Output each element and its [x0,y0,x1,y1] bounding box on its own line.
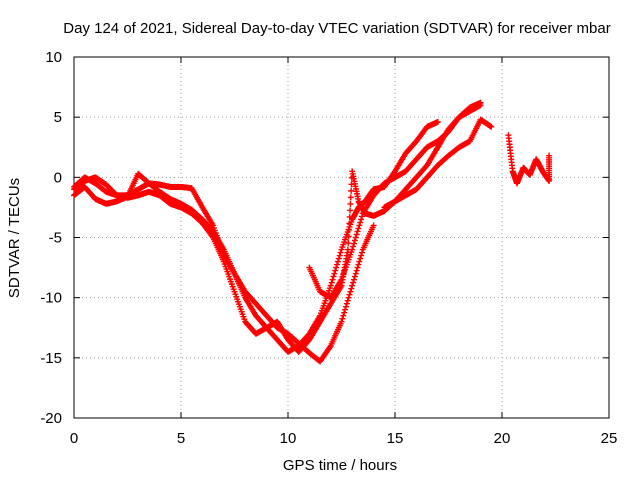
data-point [348,187,355,194]
y-tick-label: -15 [40,350,62,367]
data-points [71,99,553,365]
data-point [339,315,346,322]
data-point [349,282,356,289]
data-point [328,279,335,286]
data-point [345,294,352,301]
series-day-4 [306,102,484,301]
data-point [347,200,354,207]
data-point [343,300,350,307]
x-tick-label: 10 [280,430,297,447]
x-tick-label: 0 [70,430,78,447]
axes: 0 5 10 15 20 25 -20 -15 -10 -5 0 5 10 [40,49,617,447]
data-point [347,207,354,214]
data-point [477,102,484,109]
data-point [334,258,341,265]
x-tick-label: 15 [387,430,404,447]
series-day-3 [71,174,377,365]
data-point [359,249,366,256]
data-point [336,252,343,259]
data-point [357,255,364,262]
x-tick-label: 25 [601,430,618,447]
data-point [330,273,337,280]
data-point [347,194,354,201]
y-tick-label: 5 [54,109,62,126]
x-tick-label: 5 [177,430,185,447]
data-point [351,273,358,280]
data-point [353,231,360,238]
y-tick-label: -5 [49,230,62,247]
data-point [342,303,349,310]
y-tick-label: -20 [40,410,62,427]
series-day-5 [381,116,495,211]
chart-title: Day 124 of 2021, Sidereal Day-to-day VTE… [63,20,610,37]
y-axis-label: SDTVAR / TECUs [6,178,23,298]
data-point [488,123,495,130]
series-day-6 [505,132,553,187]
x-tick-label: 20 [494,430,511,447]
y-tick-label: 0 [54,169,62,186]
data-point [359,213,366,220]
data-point [358,216,365,223]
grid [74,57,609,418]
data-point [350,243,357,250]
data-point [353,267,360,274]
data-point [334,261,341,268]
data-point [335,255,342,262]
data-point [342,306,349,313]
data-point [355,261,362,268]
x-axis-label: GPS time / hours [283,457,397,474]
data-point [546,152,553,159]
data-point [356,258,363,265]
data-point [350,276,357,283]
data-point [333,264,340,271]
data-point [370,222,377,229]
data-point [356,222,363,229]
data-point [337,249,344,256]
data-point [350,279,357,286]
data-point [349,246,356,253]
data-point [345,240,352,247]
data-point [331,270,338,277]
y-tick-label: 10 [45,49,62,66]
data-point [341,309,348,316]
data-point [350,240,357,247]
data-point [346,291,353,298]
data-point [347,288,354,295]
data-point [348,285,355,292]
data-point [351,237,358,244]
data-point [354,264,361,271]
data-point [355,225,362,232]
data-point [354,228,361,235]
data-point [352,270,359,277]
data-point [358,252,365,259]
series-day-2 [71,118,441,355]
y-tick-label: -10 [40,290,62,307]
data-point [352,234,359,241]
data-point [357,219,364,226]
data-point [340,312,347,319]
data-point [434,118,441,125]
data-point [332,267,339,274]
data-point [344,297,351,304]
data-point [327,282,334,289]
data-point [329,276,336,283]
data-point [338,318,345,325]
